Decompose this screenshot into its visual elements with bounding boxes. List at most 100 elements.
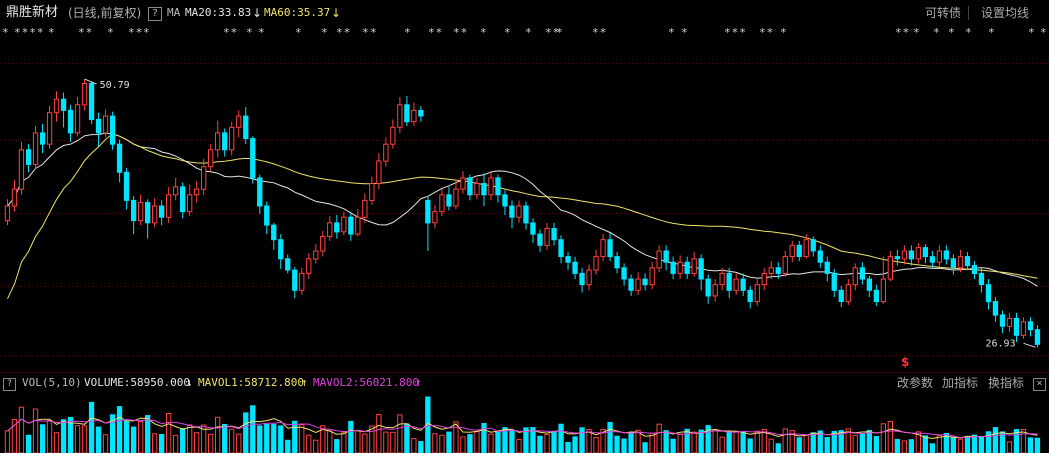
candle-body — [810, 239, 816, 252]
event-marker[interactable]: * — [48, 26, 56, 39]
candle — [74, 96, 81, 137]
event-marker[interactable]: ** — [428, 26, 444, 39]
dividend-marker-icon: $ — [901, 355, 909, 369]
ma20-value: MA20:33.83 — [185, 6, 252, 19]
candle — [817, 245, 823, 268]
event-marker[interactable]: * — [1040, 26, 1048, 39]
candle — [845, 279, 851, 305]
event-marker[interactable]: ** — [78, 26, 94, 39]
event-marker[interactable]: * — [681, 26, 689, 39]
candle-body — [866, 278, 873, 291]
candle-body — [775, 267, 781, 274]
candle-body — [509, 205, 515, 218]
candle-body — [1006, 317, 1013, 327]
volume-bar — [250, 405, 256, 453]
candle-body — [929, 256, 936, 263]
candle-body — [642, 278, 648, 286]
event-marker[interactable]: * — [2, 26, 10, 39]
event-marker[interactable]: * — [370, 26, 378, 39]
event-marker[interactable]: * — [404, 26, 412, 39]
event-marker[interactable]: **** — [14, 26, 45, 39]
mavol2-up-arrow-icon: ↑ — [415, 376, 422, 389]
volume-help-icon[interactable]: ? — [3, 378, 16, 391]
candle — [180, 182, 186, 219]
event-marker[interactable]: ** — [223, 26, 239, 39]
event-marker[interactable]: * — [913, 26, 921, 39]
candle — [950, 254, 957, 275]
candle-body — [88, 83, 95, 120]
event-marker[interactable]: *** — [724, 26, 747, 39]
candle — [600, 234, 606, 262]
event-marker[interactable]: * — [504, 26, 512, 39]
volume-bar — [166, 413, 172, 453]
convertible-bond-button[interactable]: 可转债 — [925, 6, 962, 20]
event-marker[interactable]: * — [965, 26, 973, 39]
volume-bar — [950, 436, 957, 453]
candle — [586, 264, 592, 291]
event-marker[interactable]: ** — [128, 26, 144, 39]
event-marker[interactable]: * — [362, 26, 370, 39]
volume-bar — [411, 438, 417, 453]
help-icon[interactable]: ? — [148, 7, 162, 21]
candle-body — [852, 267, 858, 286]
candlestick-chart[interactable]: 50.79 26.93 $ — [0, 40, 1049, 372]
candle-body — [390, 126, 396, 145]
event-marker[interactable]: * — [107, 26, 115, 39]
candle-body — [95, 118, 102, 134]
volume-bar — [565, 442, 571, 453]
event-marker[interactable]: ** — [336, 26, 352, 39]
volume-bar — [404, 423, 410, 453]
candle-body — [474, 183, 480, 196]
event-marker[interactable]: * — [480, 26, 488, 39]
event-marker[interactable]: * — [295, 26, 303, 39]
candle — [355, 209, 361, 237]
event-marker[interactable]: ** — [759, 26, 775, 39]
volume-bar — [159, 434, 165, 453]
event-marker[interactable]: ** — [592, 26, 608, 39]
volume-bar — [460, 436, 466, 453]
candle-body — [411, 109, 417, 123]
volume-bar — [782, 428, 788, 453]
event-marker[interactable]: * — [780, 26, 788, 39]
volume-chart[interactable] — [0, 393, 1049, 453]
event-marker[interactable]: ** — [545, 26, 561, 39]
candle — [761, 267, 767, 291]
candle — [754, 279, 760, 307]
mavol2-value: MAVOL2:56021.800 — [313, 376, 419, 389]
switch-indicator-button[interactable]: 换指标 — [988, 376, 1025, 390]
volume-bar — [362, 433, 368, 453]
candle — [544, 222, 550, 250]
candle-body — [102, 115, 109, 134]
event-marker[interactable]: * — [246, 26, 254, 39]
volume-bar — [915, 431, 922, 453]
volume-bar — [299, 424, 305, 453]
candle — [929, 250, 936, 268]
add-indicator-button[interactable]: 加指标 — [942, 376, 979, 390]
event-marker[interactable]: * — [988, 26, 996, 39]
event-marker[interactable]: ** — [453, 26, 469, 39]
event-marker[interactable]: * — [1028, 26, 1036, 39]
candle-body — [488, 177, 494, 196]
candle — [123, 167, 130, 210]
event-marker[interactable]: * — [948, 26, 956, 39]
event-marker[interactable]: * — [321, 26, 329, 39]
event-marker[interactable]: * — [556, 26, 564, 39]
stock-name[interactable]: 鼎胜新材 — [6, 5, 59, 20]
event-marker[interactable]: * — [668, 26, 676, 39]
candle-body — [369, 183, 375, 201]
candle — [131, 195, 137, 235]
volume-bar — [285, 439, 291, 453]
change-params-button[interactable]: 改参数 — [897, 376, 934, 390]
event-marker[interactable]: * — [258, 26, 266, 39]
volume-bar — [621, 438, 627, 453]
event-marker[interactable]: * — [933, 26, 941, 39]
set-ma-button[interactable]: 设置均线 — [981, 6, 1030, 20]
candle-body — [1013, 317, 1020, 336]
event-marker[interactable]: * — [143, 26, 151, 39]
candle — [116, 139, 123, 183]
event-marker[interactable]: * — [525, 26, 533, 39]
close-icon[interactable]: × — [1033, 378, 1046, 391]
event-marker[interactable]: ** — [895, 26, 911, 39]
candle — [782, 250, 788, 277]
volume-bar — [656, 423, 662, 453]
